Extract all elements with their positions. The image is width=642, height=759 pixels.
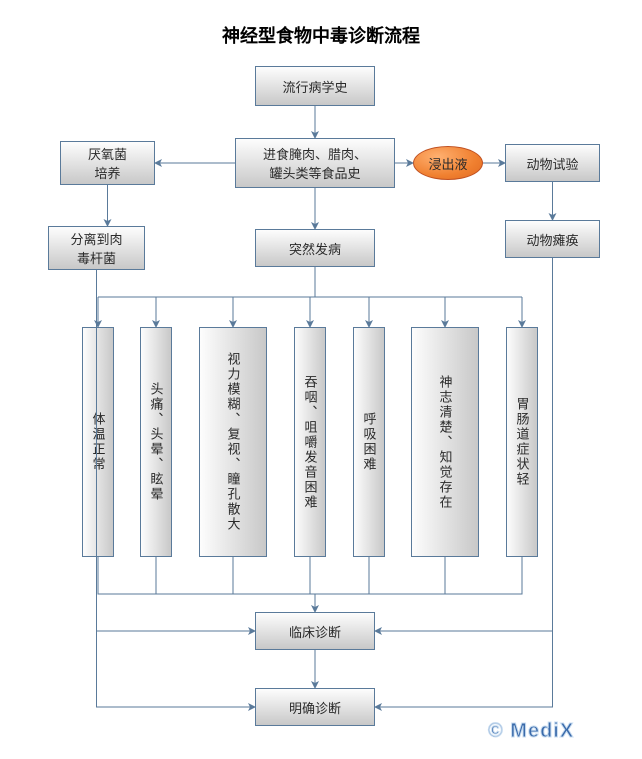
node-epidemiology: 流行病学史 <box>255 66 375 106</box>
symptom-vision: 视力模糊、复视、瞳孔散大 <box>199 327 267 557</box>
node-sudden-onset: 突然发病 <box>255 229 375 267</box>
node-anaerobic: 厌氧菌培养 <box>60 141 155 185</box>
symptom-gi-mild: 胃肠道症状轻 <box>506 327 538 557</box>
node-extract: 浸出液 <box>413 146 483 180</box>
symptom-swallow: 吞咽、咀嚼发音困难 <box>294 327 326 557</box>
symptom-conscious: 神志清楚、知觉存在 <box>411 327 479 557</box>
node-animal-test: 动物试验 <box>505 144 600 182</box>
symptom-temp-normal: 体温正常 <box>82 327 114 557</box>
node-confirmed-dx: 明确诊断 <box>255 688 375 726</box>
symptom-breathing: 呼吸困难 <box>353 327 385 557</box>
watermark: © MediX <box>488 720 574 743</box>
node-food-history: 进食腌肉、腊肉、罐头类等食品史 <box>235 138 395 188</box>
node-clinical-dx: 临床诊断 <box>255 612 375 650</box>
flowchart-canvas: 神经型食物中毒诊断流程 流行病学史 厌氧菌培养 进食腌肉、腊肉、罐头类等食品史 … <box>0 0 642 759</box>
page-title: 神经型食物中毒诊断流程 <box>0 22 642 48</box>
node-isolated: 分离到肉毒杆菌 <box>48 226 145 270</box>
symptom-headache: 头痛、头晕、眩晕 <box>140 327 172 557</box>
node-animal-palsy: 动物瘫痪 <box>505 220 600 258</box>
